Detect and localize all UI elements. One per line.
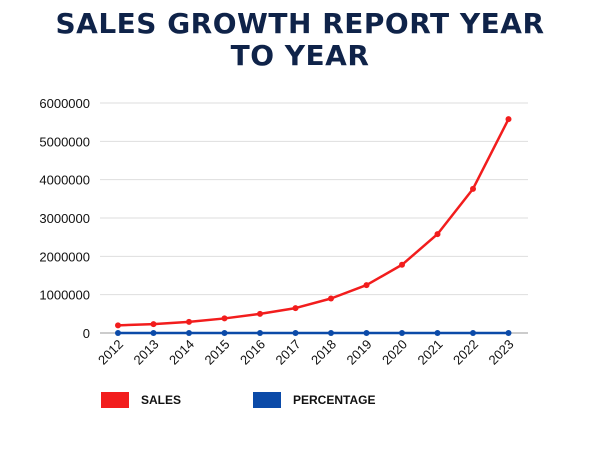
- data-point-sales: [115, 322, 121, 329]
- data-point-sales: [186, 318, 192, 325]
- data-point-percentage: [292, 330, 299, 336]
- data-point-percentage: [257, 330, 263, 336]
- x-axis-tick-labels: 2012 2013 2014 2015 2016 2017 2018 2019 2020 2021…: [95, 337, 517, 368]
- x-tick-label: 2019: [344, 337, 375, 368]
- x-tick-label: 2012: [95, 337, 126, 368]
- series-lines: [116, 117, 510, 335]
- x-tick-label: 2022: [450, 337, 481, 368]
- x-tick-label: 2014: [166, 337, 197, 368]
- y-tick-label: 5000000: [39, 134, 90, 149]
- x-tick-label: 2021: [415, 337, 446, 368]
- data-point-percentage: [505, 330, 512, 336]
- x-tick-label: 2016: [237, 337, 268, 368]
- gridlines: [100, 102, 528, 334]
- data-point-sales: [257, 310, 263, 317]
- data-point-sales: [292, 305, 299, 312]
- data-point-sales: [505, 116, 512, 123]
- data-point-sales: [363, 282, 370, 289]
- data-point-sales: [150, 321, 157, 328]
- y-tick-label: 0: [83, 326, 90, 341]
- y-tick-label: 6000000: [39, 96, 90, 111]
- x-tick-label: 2013: [131, 337, 162, 368]
- data-point-percentage: [434, 330, 441, 336]
- y-tick-label: 2000000: [39, 249, 90, 264]
- data-point-sales: [434, 231, 441, 238]
- x-tick-label: 2023: [486, 337, 517, 368]
- y-axis-tick-labels: 0 1000000 2000000 3000000 4000000 5000000 6000…: [39, 96, 90, 341]
- y-tick-label: 4000000: [39, 173, 90, 188]
- data-point-percentage: [363, 330, 370, 336]
- data-point-percentage: [221, 330, 228, 336]
- series-points: [115, 116, 512, 336]
- x-tick-label: 2017: [273, 337, 304, 368]
- legend-label-sales: SALES: [141, 393, 182, 407]
- data-point-sales: [221, 315, 228, 322]
- x-tick-label: 2018: [308, 337, 339, 368]
- legend-item-sales: SALES: [101, 392, 181, 408]
- data-point-percentage: [470, 330, 476, 336]
- legend-item-percentage: PERCENTAGE: [253, 392, 375, 408]
- legend-swatch-percentage: [253, 392, 281, 408]
- data-point-percentage: [328, 330, 334, 336]
- y-tick-label: 3000000: [39, 211, 90, 226]
- data-point-sales: [470, 185, 476, 192]
- data-point-percentage: [399, 330, 405, 336]
- data-point-sales: [399, 261, 405, 268]
- data-point-percentage: [186, 330, 192, 336]
- data-point-sales: [328, 295, 334, 302]
- x-tick-label: 2020: [379, 337, 410, 368]
- series-line-sales: [116, 117, 510, 327]
- data-point-percentage: [150, 330, 157, 336]
- x-tick-label: 2015: [202, 337, 233, 368]
- data-point-percentage: [115, 330, 121, 336]
- y-tick-label: 1000000: [39, 288, 90, 303]
- legend-swatch-sales: [101, 392, 129, 408]
- legend-label-percentage: PERCENTAGE: [293, 393, 376, 407]
- chart-title: SALES GROWTH REPORT YEAR TO YEAR: [55, 7, 545, 72]
